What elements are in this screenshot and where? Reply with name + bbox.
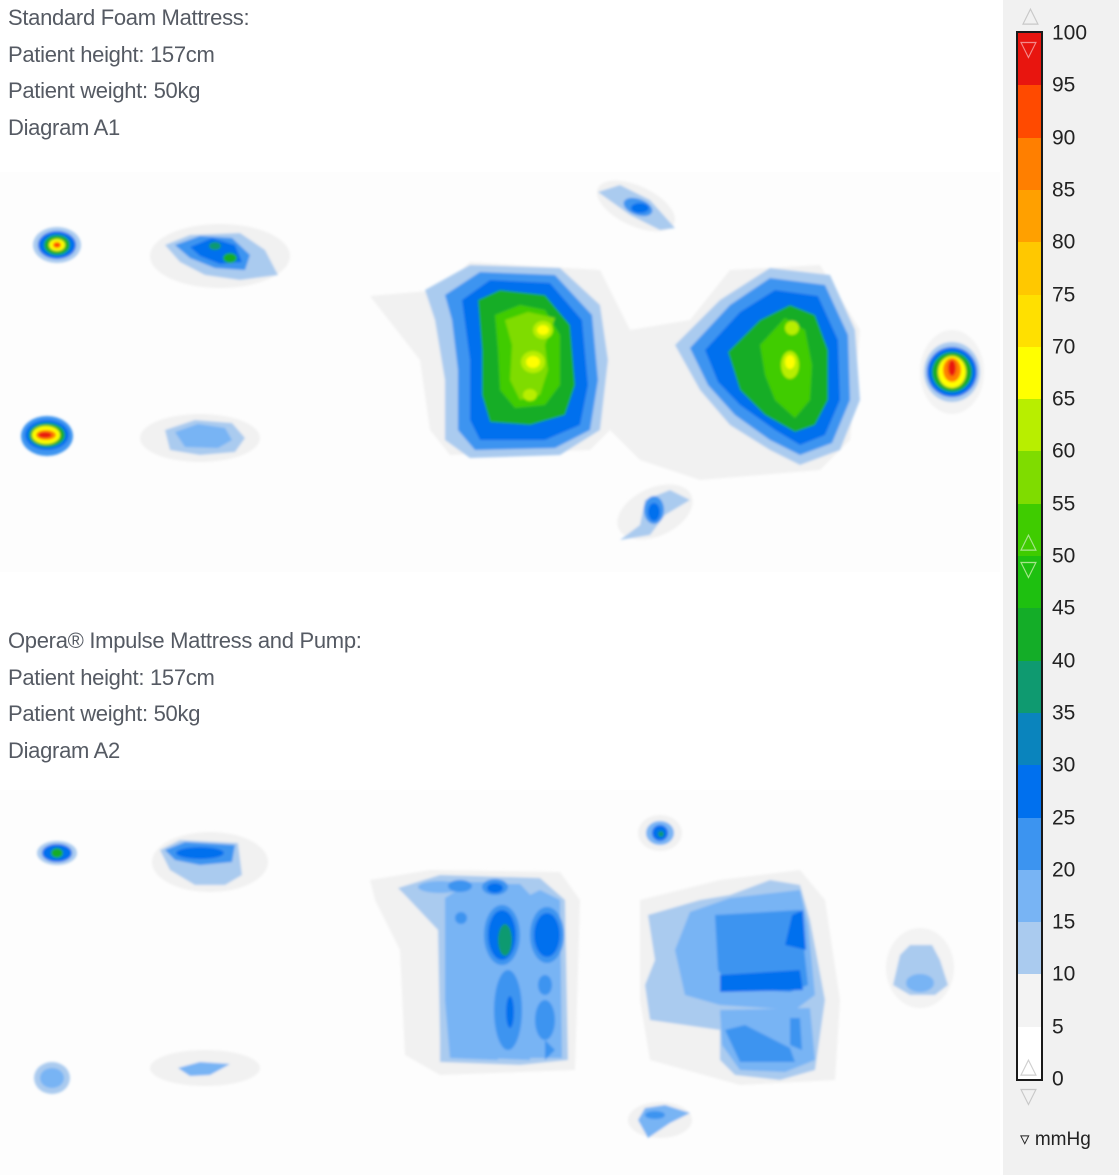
legend-tick-label: 20 bbox=[1052, 858, 1076, 882]
legend-band bbox=[1018, 1026, 1041, 1080]
diagram-a1-caption: Standard Foam Mattress: Patient height: … bbox=[8, 0, 250, 147]
legend-tick-label: 75 bbox=[1052, 283, 1076, 306]
legend-tick-label: 40 bbox=[1052, 649, 1076, 673]
legend-tick-label: 0 bbox=[1052, 1067, 1064, 1091]
legend-tick-label: 45 bbox=[1052, 596, 1076, 620]
legend-band bbox=[1018, 922, 1041, 975]
pressure-map-a1 bbox=[0, 172, 1000, 572]
diagram-a2-height: Patient height: 157cm bbox=[8, 664, 215, 690]
legend-band bbox=[1018, 817, 1041, 871]
diagram-a2-weight: Patient weight: 50kg bbox=[8, 701, 201, 727]
legend-tick-label: 15 bbox=[1052, 910, 1076, 934]
diagram-a1-label: Diagram A1 bbox=[8, 115, 120, 141]
diagram-a1-weight: Patient weight: 50kg bbox=[8, 78, 201, 104]
legend-tick-label: 65 bbox=[1052, 387, 1076, 411]
legend-tick-label: 70 bbox=[1052, 335, 1076, 359]
legend-bottom-arrow-icon[interactable]: ▽ bbox=[1020, 1083, 1037, 1108]
legend-tick-label: 80 bbox=[1052, 230, 1076, 254]
legend-tick-label: 90 bbox=[1052, 126, 1076, 150]
legend-top-arrow-icon[interactable]: △ bbox=[1022, 2, 1039, 27]
legend-max-marker-icon[interactable]: ▽ bbox=[1020, 36, 1037, 61]
legend-band bbox=[1018, 608, 1041, 662]
legend-tick-label: 95 bbox=[1052, 73, 1076, 97]
legend-band bbox=[1018, 451, 1041, 505]
color-legend-bar bbox=[1016, 31, 1043, 1081]
legend-band bbox=[1018, 294, 1041, 348]
legend-band bbox=[1018, 503, 1041, 557]
legend-tick-label: 10 bbox=[1052, 962, 1076, 986]
diagram-a1-height: Patient height: 157cm bbox=[8, 41, 215, 67]
legend-band bbox=[1018, 85, 1041, 139]
pressure-map-a2 bbox=[0, 790, 1000, 1175]
legend-band bbox=[1018, 242, 1041, 295]
diagram-a2-label: Diagram A2 bbox=[8, 738, 120, 764]
legend-band bbox=[1018, 33, 1041, 86]
legend-mid-down-marker-icon[interactable]: ▽ bbox=[1020, 556, 1037, 581]
legend-band bbox=[1018, 712, 1041, 766]
legend-tick-label: 35 bbox=[1052, 701, 1076, 725]
legend-band bbox=[1018, 974, 1041, 1028]
legend-tick-label: 5 bbox=[1052, 1015, 1064, 1039]
legend-band bbox=[1018, 399, 1041, 452]
legend-tick-label: 25 bbox=[1052, 806, 1076, 829]
legend-band bbox=[1018, 660, 1041, 714]
legend-band bbox=[1018, 189, 1041, 243]
legend-mid-up-marker-icon[interactable]: △ bbox=[1020, 528, 1037, 553]
legend-tick-label: 100 bbox=[1052, 21, 1088, 45]
diagram-a1-title: Standard Foam Mattress: bbox=[8, 5, 250, 30]
legend-band bbox=[1018, 346, 1041, 400]
legend-tick-label: 85 bbox=[1052, 178, 1076, 202]
legend-tick-label: 60 bbox=[1052, 439, 1076, 463]
legend-min-marker-icon[interactable]: △ bbox=[1020, 1053, 1037, 1078]
legend-tick-label: 30 bbox=[1052, 753, 1076, 777]
legend-band bbox=[1018, 137, 1041, 191]
diagram-a2-title: Opera® Impulse Mattress and Pump: bbox=[8, 628, 362, 653]
legend-band bbox=[1018, 556, 1041, 609]
legend-tick-label: 55 bbox=[1052, 492, 1076, 516]
legend-band bbox=[1018, 869, 1041, 923]
legend-tick-label: 50 bbox=[1052, 544, 1076, 568]
legend-unit-label[interactable]: ▿ mmHg bbox=[1020, 1129, 1091, 1150]
legend-band bbox=[1018, 765, 1041, 818]
diagram-a2-caption: Opera® Impulse Mattress and Pump: Patien… bbox=[8, 623, 362, 770]
